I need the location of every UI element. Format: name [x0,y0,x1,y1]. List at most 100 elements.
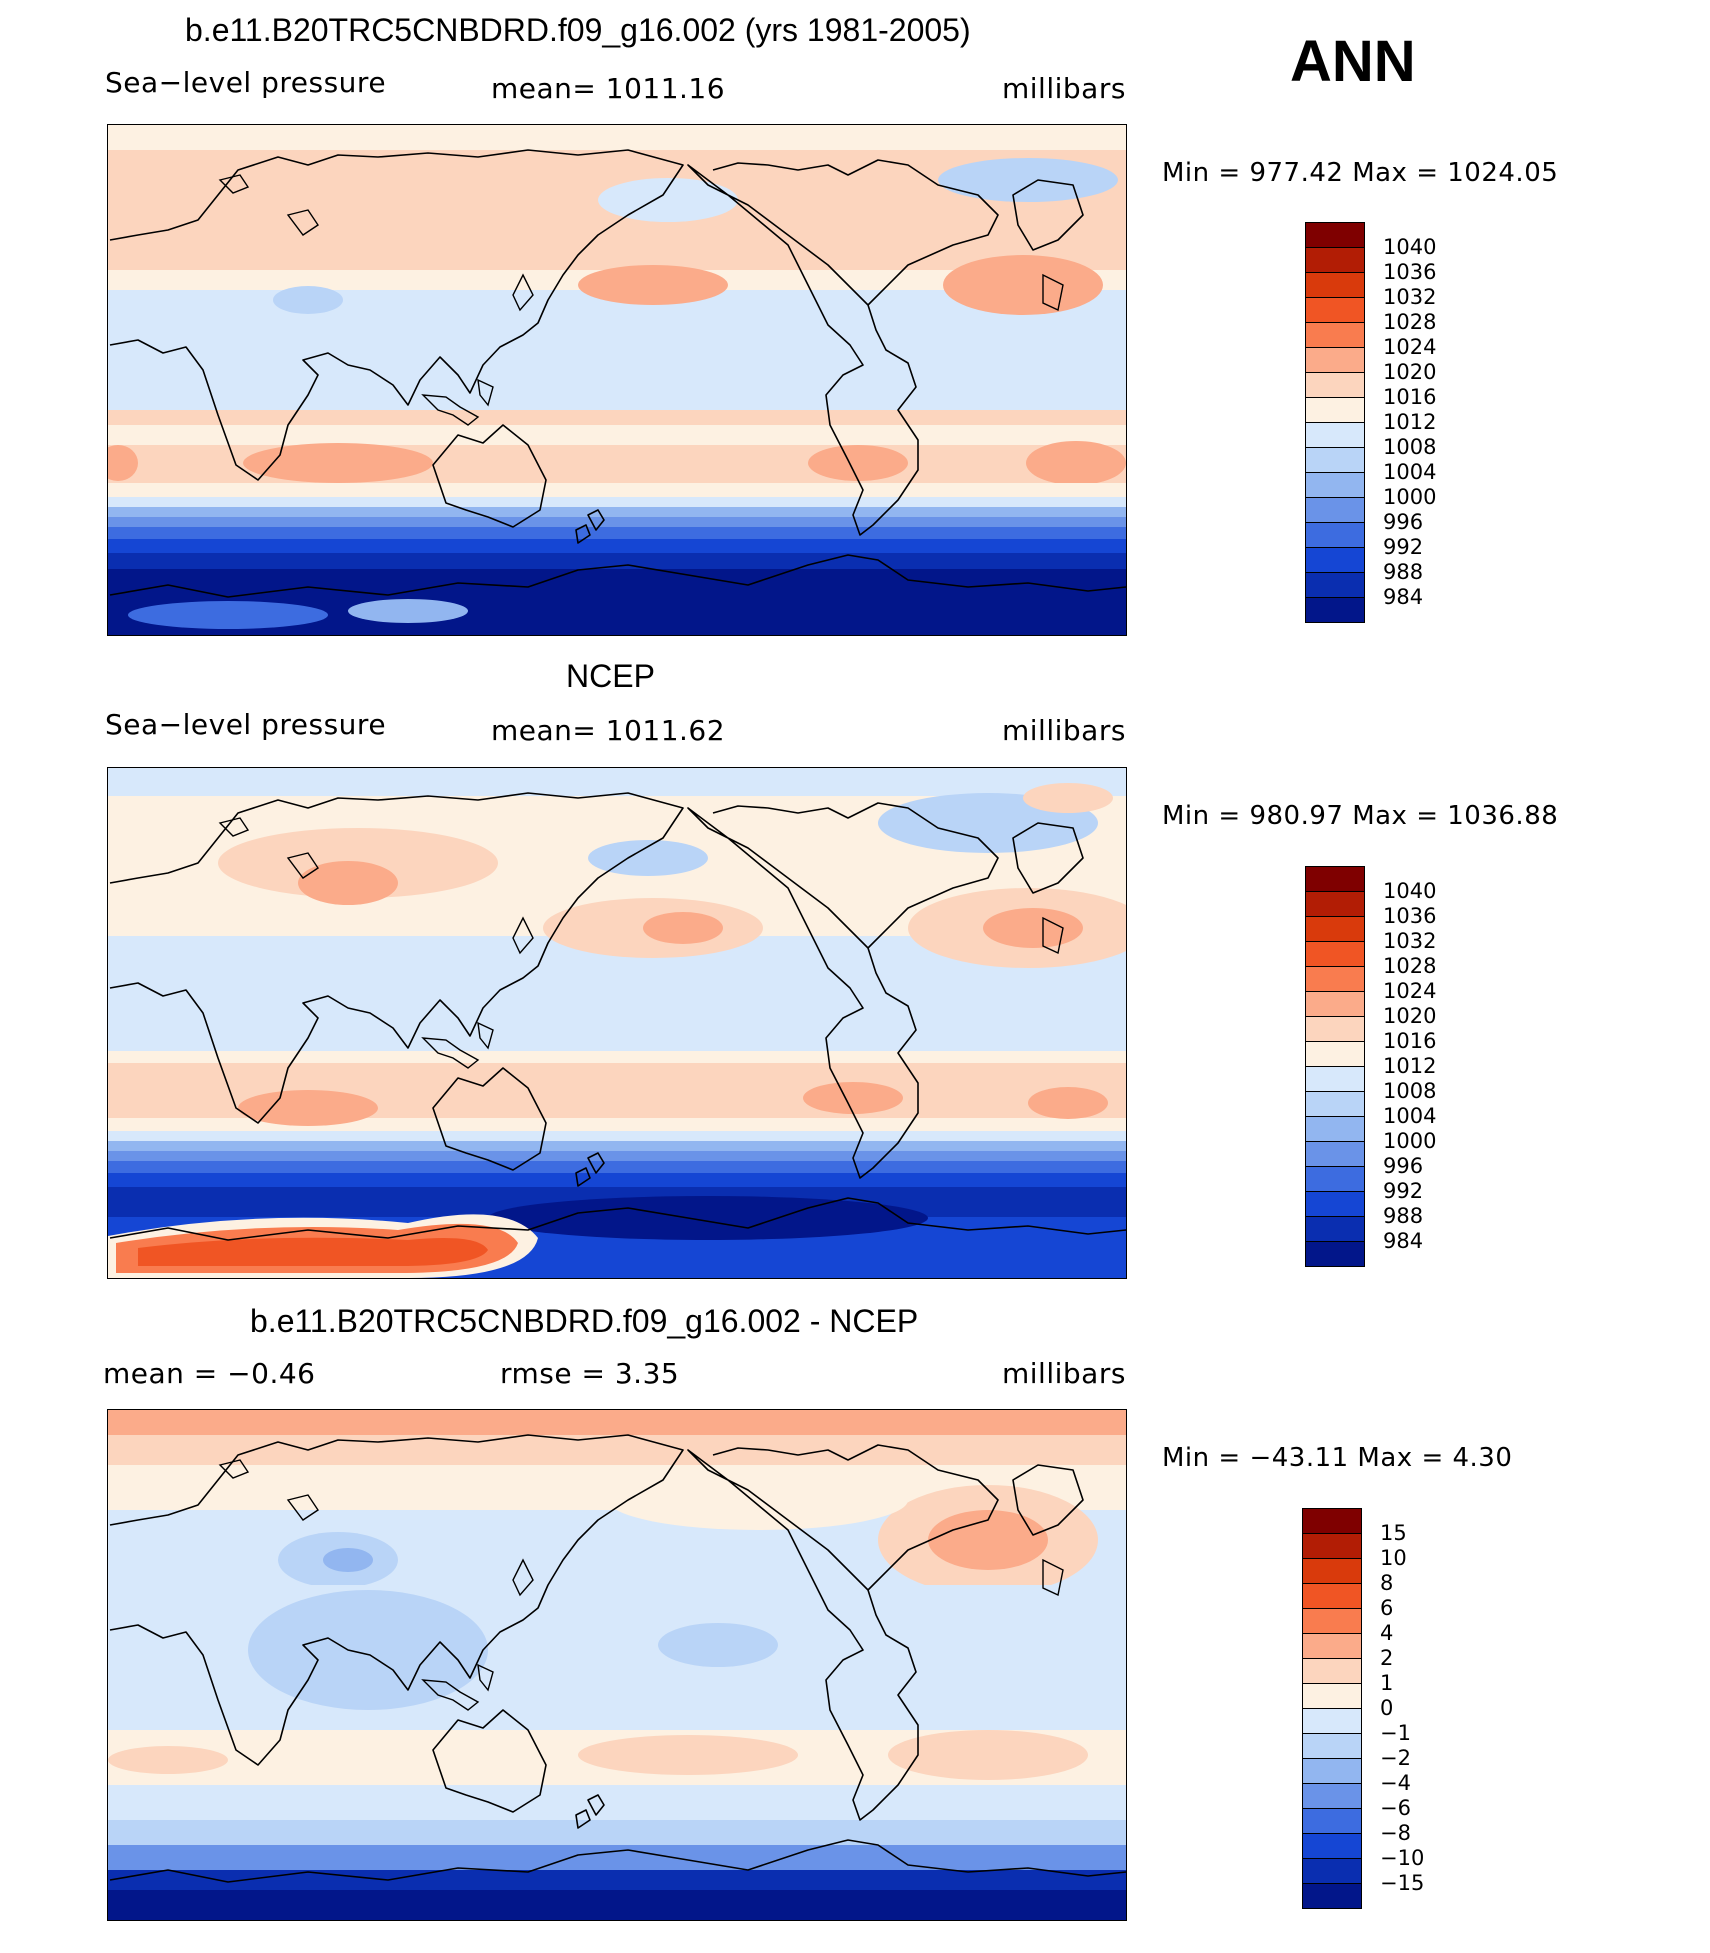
pressure-cell [588,840,708,876]
map-svg [108,125,1126,635]
pressure-cell [238,1090,378,1126]
coastline [1012,822,1084,894]
coastline [575,509,605,544]
pressure-band [108,517,1126,527]
colorbar-swatch [1302,1583,1362,1609]
colorbar-swatch [1302,1883,1362,1909]
colorbar-swatch [1305,1141,1365,1167]
colorbar-swatch [1305,891,1365,917]
colorbar-swatch [1305,1216,1365,1242]
pressure-cell [578,1735,798,1775]
colorbar-label: 1036 [1383,904,1437,928]
colorbar-label: 1032 [1383,929,1437,953]
colorbar-swatch [1305,1016,1365,1042]
island-coastline [286,209,319,236]
island-coastline [1042,273,1064,312]
pressure-cell [1026,441,1126,485]
island-coastline [477,1021,494,1050]
coastline [109,792,684,1124]
island-coastline [1042,916,1064,955]
colorbar-label: 2 [1380,1646,1394,1670]
panel-2-title: NCEP [566,658,655,694]
colorbar-swatch [1305,991,1365,1017]
pressure-band [108,425,1126,445]
pressure-cell [943,255,1103,315]
colorbar-swatch [1305,322,1365,348]
pressure-band [108,483,1126,497]
colorbar-swatch [1305,547,1365,573]
pressure-band [108,497,1126,507]
colorbar-swatch [1305,572,1365,598]
pressure-cell [808,445,908,481]
panel-1-map [107,124,1127,636]
colorbar-swatch [1305,1041,1365,1067]
pressure-cell [888,1730,1088,1780]
colorbar-label: −15 [1380,1871,1425,1895]
colorbar-swatch [1305,472,1365,498]
colorbar-label: 992 [1383,1179,1424,1203]
colorbar-label: 1020 [1383,1004,1437,1028]
pressure-band [108,1161,1126,1173]
colorbar-label: 996 [1383,510,1424,534]
island-coastline [512,916,534,955]
island-coastline [218,1459,250,1479]
pressure-band [108,507,1126,517]
colorbar-label: 1028 [1383,954,1437,978]
pressure-band [108,1151,1126,1161]
colorbar-label: 1012 [1383,410,1437,434]
pressure-cell [243,443,433,483]
colorbar-swatch [1305,347,1365,373]
pressure-cell [488,1196,928,1240]
colorbar-label: 1016 [1383,1029,1437,1053]
pressure-band [108,1141,1126,1151]
colorbar-label: 1004 [1383,460,1437,484]
pressure-cell [598,178,738,222]
pressure-cell [938,158,1118,202]
colorbar-swatch [1305,497,1365,523]
island-coastline [477,378,494,407]
panel-3-minmax: Min = −43.11 Max = 4.30 [1162,1443,1513,1473]
colorbar-label: 15 [1380,1521,1407,1545]
colorbar-swatch [1305,272,1365,298]
panel-1-variable: Sea−level pressure [105,66,387,99]
pressure-cell [1028,1087,1108,1119]
panel-2-map [107,767,1127,1279]
pressure-band [108,1890,1126,1920]
pressure-cell [348,599,468,623]
colorbar-swatch [1302,1533,1362,1559]
colorbar-label: 1 [1380,1671,1394,1695]
colorbar-swatch [1302,1858,1362,1884]
colorbar-swatch [1305,222,1365,248]
colorbar-label: 1004 [1383,1104,1437,1128]
coastline [109,1434,684,1766]
pressure-cell [1023,783,1113,813]
colorbar-swatch [1305,966,1365,992]
colorbar-label: −8 [1380,1821,1411,1845]
colorbar-swatch [1305,247,1365,273]
coastline [109,554,1126,598]
map-svg [108,768,1126,1278]
panel-2-units: millibars [1002,714,1126,747]
coastline [1012,1464,1084,1536]
colorbar-swatch [1302,1658,1362,1684]
coastline [687,164,919,536]
coastline [575,1152,605,1187]
colorbar-label: 988 [1383,1204,1424,1228]
colorbar-swatch [1302,1733,1362,1759]
colorbar-swatch [1305,1241,1365,1267]
colorbar-swatch [1305,1091,1365,1117]
island-coastline [421,1679,480,1711]
colorbar-label: 1008 [1383,1079,1437,1103]
island-coastline [421,394,480,426]
panel-3-units: millibars [1002,1357,1126,1390]
season-label: ANN [1290,29,1416,94]
colorbar-label: −10 [1380,1846,1425,1870]
colorbar-swatch [1305,372,1365,398]
colorbar-swatch [1305,597,1365,623]
coastline [687,807,919,1179]
coastline [575,1794,605,1829]
coastline [109,1197,1126,1241]
colorbar-label: 992 [1383,535,1424,559]
pressure-cell [643,912,723,944]
panel-1-minmax: Min = 977.42 Max = 1024.05 [1162,158,1559,188]
